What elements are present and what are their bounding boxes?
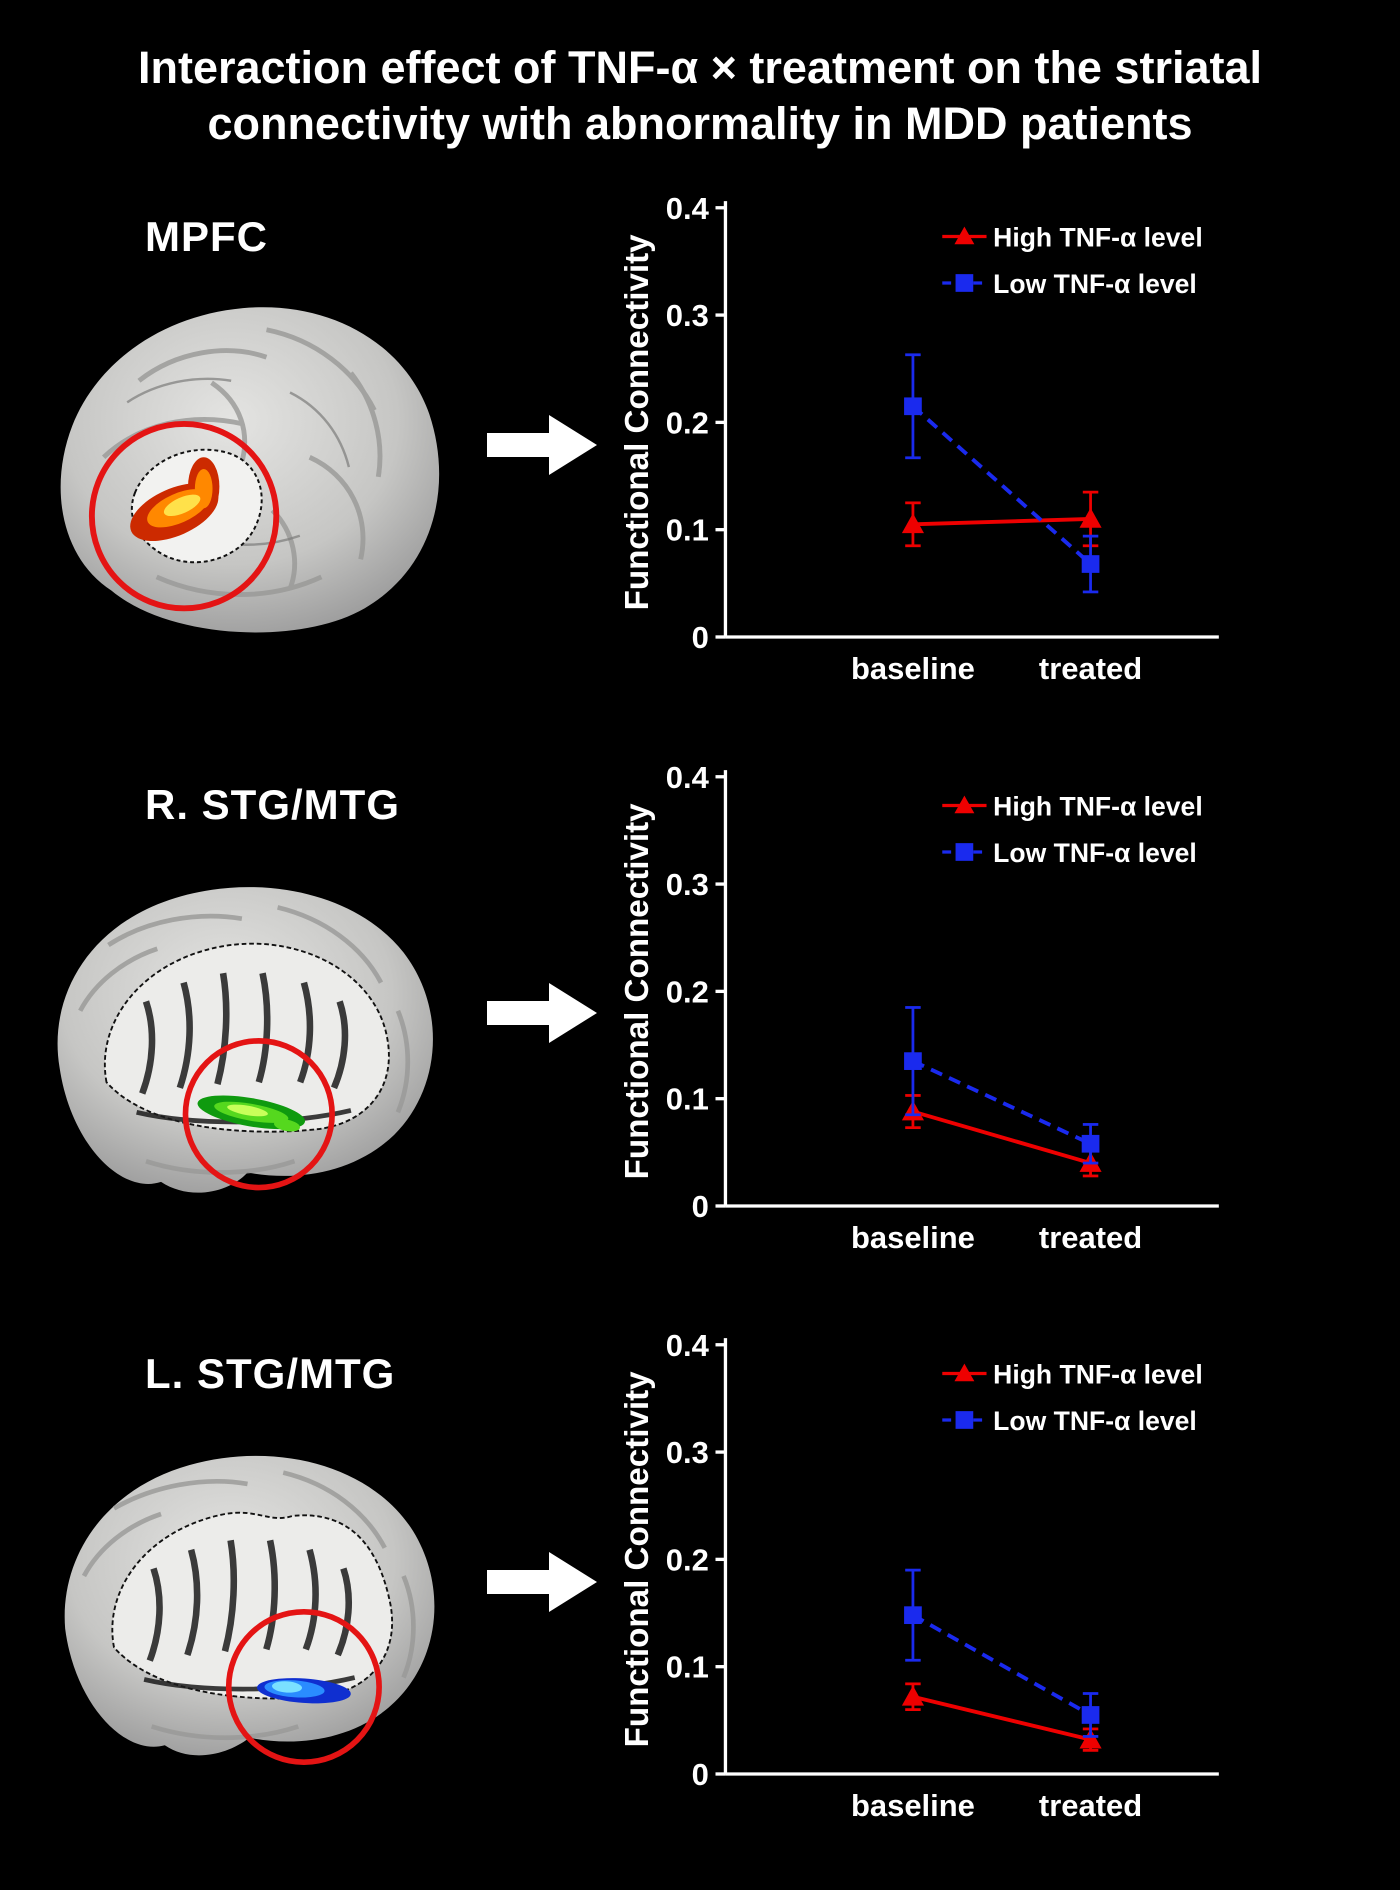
right-arrow-icon — [486, 1551, 597, 1612]
right-arrow-icon — [486, 414, 597, 475]
y-tick-label: 0.4 — [666, 191, 710, 226]
brain-figure-1 — [57, 887, 433, 1193]
square-marker — [904, 1606, 922, 1625]
figure-title-line2: connectivity with abnormality in MDD pat… — [207, 98, 1193, 150]
region-label-mpfc: MPFC — [145, 212, 268, 260]
chart-mpfc: 0 0.1 0.2 0.3 0.4 Functional Connectivity base… — [619, 191, 1219, 686]
x-category-label: treated — [1039, 1220, 1142, 1255]
legend-label: High TNF-α level — [993, 791, 1203, 821]
roi-circle-annotation — [182, 1038, 335, 1191]
y-tick-label: 0.3 — [666, 1435, 709, 1470]
y-tick-label: 0.2 — [666, 974, 709, 1009]
activation-cluster — [197, 1095, 306, 1132]
y-tick-label: 0.2 — [666, 1543, 709, 1578]
triangle-marker — [901, 513, 924, 534]
roi-circle-annotation — [88, 420, 280, 612]
legend-square-marker — [955, 842, 974, 861]
roi-circle-annotation — [225, 1608, 382, 1765]
y-tick-label: 0.4 — [666, 1328, 710, 1363]
legend-square-marker — [955, 274, 974, 293]
activation-cluster — [257, 1677, 351, 1704]
chart-l-stg-mtg: 0 0.1 0.2 0.3 0.4 Functional Connectivity base… — [619, 1328, 1219, 1823]
y-tick-label: 0.1 — [666, 513, 709, 548]
y-tick-label: 0.3 — [666, 298, 709, 333]
x-category-label: treated — [1039, 651, 1142, 686]
square-marker — [1081, 1706, 1100, 1725]
y-tick-label: 0.4 — [666, 760, 710, 795]
legend-label: Low TNF-α level — [993, 269, 1197, 299]
brain-panel-l-stg-mtg: L. STG/MTG — [0, 1350, 480, 1814]
figure-title-line1: Interaction effect of TNF-α × treatment … — [137, 42, 1263, 93]
legend-triangle-marker — [954, 795, 975, 814]
y-tick-label: 0.3 — [666, 867, 709, 902]
figure-rows: MPFC — [0, 153, 1400, 1890]
legend-triangle-marker — [954, 226, 975, 245]
glass-brain-overlay — [111, 1511, 393, 1700]
y-tick-label: 0.2 — [666, 406, 709, 441]
chart-panel-mpfc: 0 0.1 0.2 0.3 0.4 Functional Connectivity base… — [605, 179, 1400, 710]
square-marker — [904, 1052, 922, 1070]
chart-panel-r-stg-mtg: 0 0.1 0.2 0.3 0.4 Functional Connectivity base… — [605, 748, 1400, 1279]
brain-figure-0 — [60, 306, 440, 633]
series-line — [912, 1109, 1092, 1165]
series-line — [911, 1613, 1092, 1717]
overlay-sulci-streaks — [136, 972, 352, 1125]
x-category-label: baseline — [851, 1220, 975, 1255]
square-marker — [1081, 555, 1100, 574]
square-marker — [1081, 1134, 1100, 1153]
y-tick-label: 0 — [692, 1757, 709, 1792]
activation-cluster — [130, 457, 220, 541]
arrow-panel — [480, 1550, 605, 1614]
y-axis-label: Functional Connectivity — [619, 803, 656, 1180]
legend-triangle-marker — [954, 1363, 975, 1382]
figure-row-l-stg-mtg: L. STG/MTG — [0, 1302, 1400, 1862]
x-category-label: treated — [1039, 1788, 1142, 1823]
legend-label: High TNF-α level — [993, 1360, 1203, 1390]
overlay-sulci-streaks — [143, 1539, 356, 1692]
square-marker — [904, 397, 922, 416]
gyri-lines — [81, 1470, 416, 1740]
legend-square-marker — [955, 1411, 974, 1430]
figure-row-r-stg-mtg: R. STG/MTG — [0, 733, 1400, 1293]
legend-label: Low TNF-α level — [993, 1406, 1197, 1436]
legend-label: Low TNF-α level — [993, 838, 1197, 868]
triangle-marker — [1079, 508, 1102, 529]
figure-row-mpfc: MPFC — [0, 165, 1400, 725]
region-label-r-stg-mtg: R. STG/MTG — [145, 781, 400, 829]
chart-panel-l-stg-mtg: 0 0.1 0.2 0.3 0.4 Functional Connectivity base… — [605, 1316, 1400, 1847]
chart-r-stg-mtg: 0 0.1 0.2 0.3 0.4 Functional Connectivity base… — [619, 760, 1219, 1255]
series-line — [912, 1695, 1092, 1742]
brain-figure-2 — [64, 1455, 435, 1765]
triangle-marker — [1079, 1728, 1102, 1749]
y-tick-label: 0.1 — [666, 1081, 709, 1116]
brain-panel-r-stg-mtg: R. STG/MTG — [0, 781, 480, 1245]
x-category-label: baseline — [851, 651, 975, 686]
series-line — [911, 405, 1092, 566]
right-arrow-icon — [486, 983, 597, 1044]
x-category-label: baseline — [851, 1788, 975, 1823]
y-tick-label: 0.1 — [666, 1650, 709, 1685]
series-line — [912, 517, 1091, 527]
glass-brain-overlay — [104, 943, 390, 1133]
arrow-panel — [480, 981, 605, 1045]
arrow-panel — [480, 413, 605, 477]
figure-title: Interaction effect of TNF-α × treatment … — [0, 40, 1400, 153]
series-line — [912, 1059, 1092, 1146]
y-tick-label: 0 — [692, 620, 709, 655]
brain-panel-mpfc: MPFC — [0, 213, 480, 677]
legend-label: High TNF-α level — [993, 223, 1203, 253]
region-label-l-stg-mtg: L. STG/MTG — [145, 1349, 396, 1397]
y-axis-label: Functional Connectivity — [619, 1371, 656, 1748]
y-axis-label: Functional Connectivity — [619, 234, 656, 611]
y-tick-label: 0 — [692, 1189, 709, 1224]
triangle-marker — [901, 1685, 924, 1706]
gyri-lines — [78, 905, 411, 1176]
